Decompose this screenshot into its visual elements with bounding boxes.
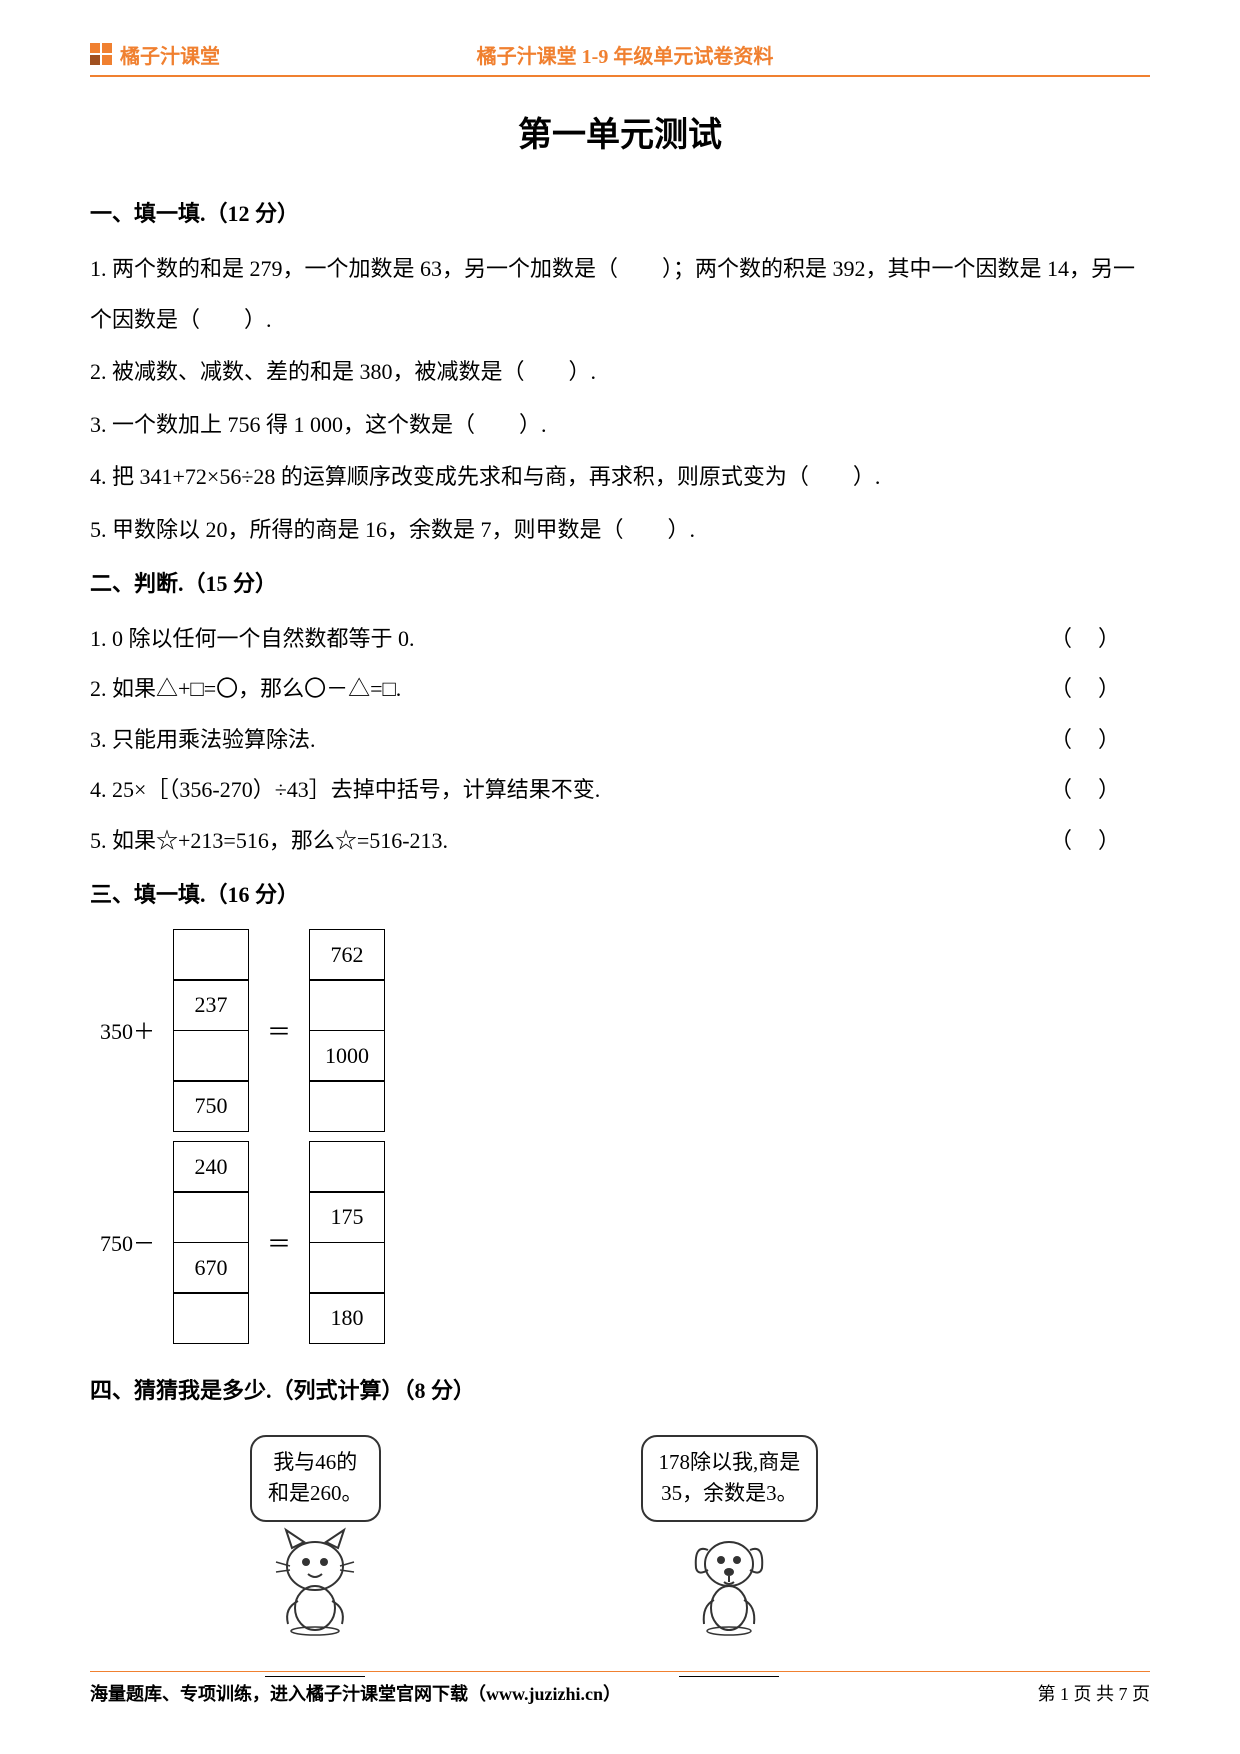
fill-col-right: 175 180 <box>309 1141 385 1343</box>
cell <box>309 1080 385 1132</box>
section1-q1: 1. 两个数的和是 279，一个加数是 63，另一个加数是（ ）；两个数的积是 … <box>90 244 1150 345</box>
footer-row: 海量题库、专项训练，进入橘子汁课堂官网下载（www.juzizhi.cn） 第 … <box>90 1680 1150 1706</box>
cell <box>309 1242 385 1294</box>
cell: 175 <box>309 1191 385 1243</box>
dog-icon <box>684 1526 774 1636</box>
cat-icon <box>270 1526 360 1636</box>
header-divider <box>90 75 1150 77</box>
character-cat: 我与46的 和是260。 <box>250 1435 381 1677</box>
cell: 762 <box>309 929 385 981</box>
section2-title: 二、判断.（15 分） <box>90 566 1150 598</box>
page-footer: 海量题库、专项训练，进入橘子汁课堂官网下载（www.juzizhi.cn） 第 … <box>90 1671 1150 1706</box>
fill-table-row1: 350＋ 237 750 ＝ 762 1000 <box>100 929 1150 1131</box>
speech-bubble: 我与46的 和是260。 <box>250 1435 381 1522</box>
judge-text: 2. 如果△+□=〇，那么〇－△=□. <box>90 664 1050 715</box>
judge-row: 5. 如果☆+213=516，那么☆=516-213. （） <box>90 816 1150 867</box>
judge-paren: （） <box>1050 614 1150 665</box>
logo: 橘子汁课堂 <box>90 40 220 69</box>
fill-col-right: 762 1000 <box>309 929 385 1131</box>
equals-sign: ＝ <box>267 1012 291 1047</box>
bubble-line: 我与46的 <box>268 1447 363 1479</box>
judge-row: 2. 如果△+□=〇，那么〇－△=□. （） <box>90 664 1150 715</box>
judge-row: 1. 0 除以任何一个自然数都等于 0. （） <box>90 614 1150 665</box>
page-header: 橘子汁课堂 橘子汁课堂 1-9 年级单元试卷资料 <box>90 40 1150 69</box>
judge-paren: （） <box>1050 816 1150 867</box>
cell <box>173 1030 249 1082</box>
judge-paren: （） <box>1050 664 1150 715</box>
footer-left: 海量题库、专项训练，进入橘子汁课堂官网下载（www.juzizhi.cn） <box>90 1680 621 1706</box>
fill-table-row2: 750－ 240 670 ＝ 175 180 <box>100 1141 1150 1343</box>
page-container: 橘子汁课堂 橘子汁课堂 1-9 年级单元试卷资料 第一单元测试 一、填一填.（1… <box>0 0 1240 1754</box>
cell <box>309 1141 385 1193</box>
section1-q2: 2. 被减数、减数、差的和是 380，被减数是（ ）. <box>90 347 1150 398</box>
cell: 237 <box>173 979 249 1031</box>
judge-text: 1. 0 除以任何一个自然数都等于 0. <box>90 614 1050 665</box>
cell <box>309 979 385 1031</box>
section1-q4: 4. 把 341+72×56÷28 的运算顺序改变成先求和与商，再求积，则原式变… <box>90 452 1150 503</box>
judge-row: 4. 25×［（356-270）÷43］去掉中括号，计算结果不变. （） <box>90 765 1150 816</box>
equals-sign: ＝ <box>267 1224 291 1259</box>
section1-q3: 3. 一个数加上 756 得 1 000，这个数是（ ）. <box>90 400 1150 451</box>
section1-q5: 5. 甲数除以 20，所得的商是 16，余数是 7，则甲数是（ ）. <box>90 505 1150 556</box>
bubble-line: 和是260。 <box>268 1478 363 1510</box>
cell <box>173 929 249 981</box>
speech-bubble: 178除以我,商是 35，余数是3。 <box>641 1435 819 1522</box>
character-dog: 178除以我,商是 35，余数是3。 <box>641 1435 819 1677</box>
section3-title: 三、填一填.（16 分） <box>90 877 1150 909</box>
section1-title: 一、填一填.（12 分） <box>90 196 1150 228</box>
page-title: 第一单元测试 <box>90 107 1150 156</box>
footer-right: 第 1 页 共 7 页 <box>1038 1680 1151 1706</box>
cell <box>173 1191 249 1243</box>
header-subtitle: 橘子汁课堂 1-9 年级单元试卷资料 <box>220 40 1150 69</box>
judge-text: 4. 25×［（356-270）÷43］去掉中括号，计算结果不变. <box>90 765 1050 816</box>
judge-row: 3. 只能用乘法验算除法. （） <box>90 715 1150 766</box>
cell: 240 <box>173 1141 249 1193</box>
judge-text: 3. 只能用乘法验算除法. <box>90 715 1050 766</box>
judge-paren: （） <box>1050 765 1150 816</box>
cell: 1000 <box>309 1030 385 1082</box>
section4-characters: 我与46的 和是260。 178除以我,商是 35，余数是3。 <box>250 1435 1150 1677</box>
fill-col-left: 240 670 <box>173 1141 249 1343</box>
cell: 670 <box>173 1242 249 1294</box>
bubble-line: 178除以我,商是 <box>659 1447 801 1479</box>
fill-label: 750－ <box>100 1226 155 1258</box>
logo-icon <box>90 43 114 67</box>
section4-title: 四、猜猜我是多少.（列式计算）（8 分） <box>90 1373 1150 1405</box>
fill-label: 350＋ <box>100 1014 155 1046</box>
bubble-line: 35，余数是3。 <box>659 1478 801 1510</box>
cell: 750 <box>173 1080 249 1132</box>
logo-text: 橘子汁课堂 <box>120 40 220 69</box>
judge-text: 5. 如果☆+213=516，那么☆=516-213. <box>90 816 1050 867</box>
footer-divider <box>90 1671 1150 1672</box>
cell: 180 <box>309 1292 385 1344</box>
fill-col-left: 237 750 <box>173 929 249 1131</box>
fill-tables: 350＋ 237 750 ＝ 762 1000 750－ 240 670 <box>90 929 1150 1343</box>
cell <box>173 1292 249 1344</box>
judge-paren: （） <box>1050 715 1150 766</box>
